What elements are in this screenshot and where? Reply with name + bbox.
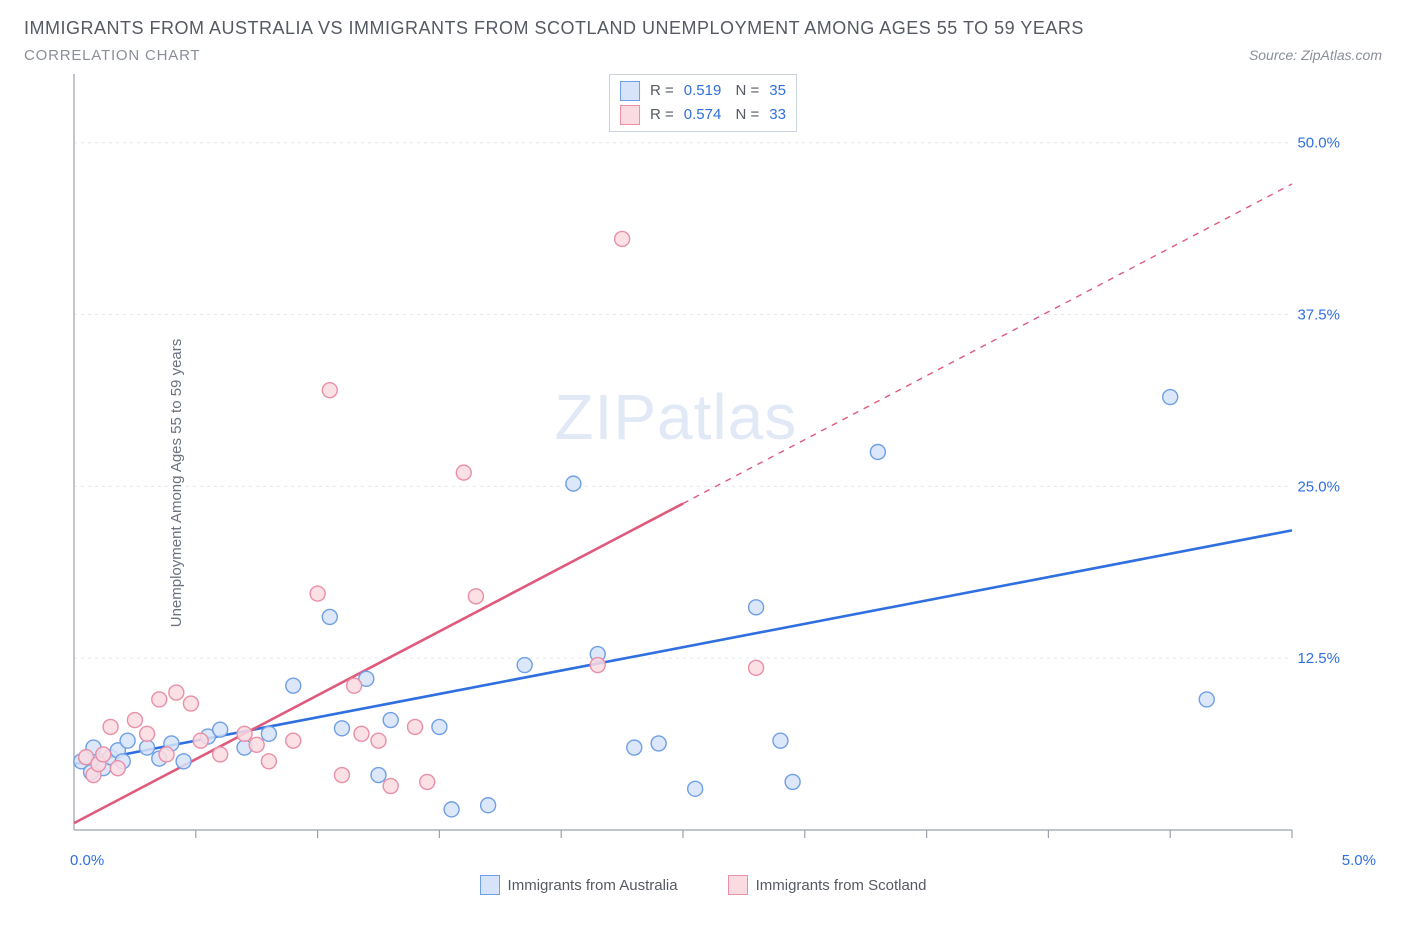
correlation-row-scotland: R = 0.574 N = 33 bbox=[620, 103, 786, 127]
chart-subtitle: CORRELATION CHART bbox=[24, 47, 200, 64]
legend-item-australia: Immigrants from Australia bbox=[480, 875, 678, 895]
svg-text:37.5%: 37.5% bbox=[1297, 307, 1340, 324]
x-axis-min: 0.0% bbox=[70, 852, 104, 869]
svg-text:50.0%: 50.0% bbox=[1297, 135, 1340, 152]
r-value-scotland: 0.574 bbox=[684, 103, 722, 127]
legend-swatch-australia bbox=[480, 875, 500, 895]
chart-area: Unemployment Among Ages 55 to 59 years R… bbox=[24, 70, 1382, 895]
legend-swatch-scotland bbox=[728, 875, 748, 895]
legend-item-scotland: Immigrants from Scotland bbox=[728, 875, 927, 895]
swatch-australia bbox=[620, 81, 640, 101]
scatter-plot: 12.5% 25.0% 37.5% 50.0% bbox=[24, 70, 1382, 850]
source-label: Source: ZipAtlas.com bbox=[1249, 47, 1382, 63]
bottom-legend: Immigrants from Australia Immigrants fro… bbox=[24, 875, 1382, 895]
chart-title: IMMIGRANTS FROM AUSTRALIA VS IMMIGRANTS … bbox=[24, 18, 1382, 39]
n-value-australia: 35 bbox=[769, 79, 786, 103]
r-value-australia: 0.519 bbox=[684, 79, 722, 103]
x-axis-max: 5.0% bbox=[1342, 852, 1376, 869]
svg-text:25.0%: 25.0% bbox=[1297, 478, 1340, 495]
swatch-scotland bbox=[620, 105, 640, 125]
y-axis-label: Unemployment Among Ages 55 to 59 years bbox=[168, 338, 185, 627]
legend-label-australia: Immigrants from Australia bbox=[508, 877, 678, 894]
legend-label-scotland: Immigrants from Scotland bbox=[756, 877, 927, 894]
correlation-row-australia: R = 0.519 N = 35 bbox=[620, 79, 786, 103]
n-value-scotland: 33 bbox=[769, 103, 786, 127]
svg-text:12.5%: 12.5% bbox=[1297, 650, 1340, 667]
correlation-legend: R = 0.519 N = 35 R = 0.574 N = 33 bbox=[609, 74, 797, 132]
